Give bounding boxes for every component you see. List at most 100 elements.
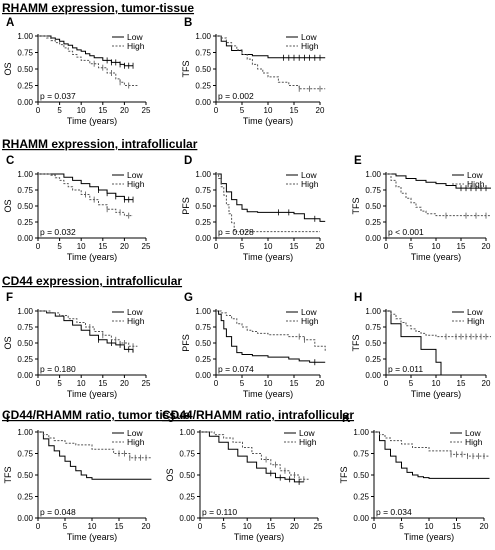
- series-line-f-low: [38, 310, 134, 353]
- legend-label-a-low: Low: [127, 32, 143, 42]
- panel-label-a: A: [6, 17, 14, 29]
- series-line-j-high: [200, 431, 309, 480]
- series-line-d-low: [216, 173, 326, 222]
- legend-label-b-high: High: [301, 41, 319, 51]
- section-header-ratio-tumor: CD44/RHAMM ratio, tumor tissue: [2, 408, 190, 422]
- x-axis-title-i: Time (years): [67, 532, 117, 542]
- y-tick-label-k: 0.75: [353, 450, 369, 459]
- x-tick-label-e: 15: [457, 242, 466, 251]
- x-tick-label-c: 10: [77, 242, 86, 251]
- legend-label-d-low: Low: [301, 170, 317, 180]
- x-tick-label-a: 25: [142, 106, 151, 115]
- x-axis-title-k: Time (years): [404, 532, 454, 542]
- y-tick-label-d: 0.50: [195, 202, 211, 211]
- y-tick-label-j: 0.75: [179, 450, 195, 459]
- x-tick-label-c: 25: [142, 242, 151, 251]
- y-tick-label-a: 0.75: [17, 49, 33, 58]
- x-tick-label-i: 0: [36, 522, 41, 531]
- y-tick-label-b: 1.00: [195, 32, 211, 41]
- panel-label-b: B: [184, 17, 192, 29]
- x-tick-label-i: 15: [115, 522, 124, 531]
- x-tick-label-a: 15: [98, 106, 107, 115]
- x-tick-label-e: 20: [482, 242, 491, 251]
- x-tick-label-h: 0: [384, 379, 389, 388]
- legend-label-k-high: High: [465, 437, 483, 447]
- y-tick-label-g: 0.75: [195, 323, 211, 332]
- y-tick-label-j: 0.00: [179, 514, 195, 523]
- series-line-g-low: [216, 310, 326, 363]
- y-tick-label-c: 0.25: [17, 218, 33, 227]
- p-value-a: p = 0.037: [40, 91, 76, 101]
- x-tick-label-j: 15: [266, 522, 275, 531]
- y-tick-label-k: 0.50: [353, 471, 369, 480]
- chart-panels: A 0.00 0.25 0.50 0.75 1.00 0 5 10 15 20 25 Time (yea…: [3, 17, 491, 542]
- x-tick-label-b: 20: [316, 106, 325, 115]
- y-tick-label-i: 0.25: [17, 493, 33, 502]
- x-tick-label-b: 15: [290, 106, 299, 115]
- y-tick-label-b: 0.75: [195, 49, 211, 58]
- x-tick-label-d: 10: [264, 242, 273, 251]
- x-tick-label-c: 15: [98, 242, 107, 251]
- y-tick-label-f: 0.50: [17, 339, 33, 348]
- x-tick-label-j: 25: [314, 522, 323, 531]
- x-tick-label-h: 10: [432, 379, 441, 388]
- x-tick-label-f: 15: [98, 379, 107, 388]
- series-line-b-low: [216, 35, 326, 59]
- chart-e: E 0.00 0.25 0.50 0.75 1.00 0 5 10 15 20 Time (years…: [351, 155, 491, 262]
- legend-label-e-high: High: [467, 179, 485, 189]
- p-value-h: p = 0.011: [388, 364, 423, 374]
- x-tick-label-k: 20: [480, 522, 489, 531]
- x-tick-label-a: 20: [120, 106, 129, 115]
- x-tick-label-f: 5: [57, 379, 62, 388]
- y-tick-label-k: 0.25: [353, 493, 369, 502]
- legend-label-j-low: Low: [299, 428, 315, 438]
- legend-label-d-high: High: [301, 179, 319, 189]
- y-tick-label-g: 0.25: [195, 355, 211, 364]
- x-tick-label-j: 10: [243, 522, 252, 531]
- panel-label-j: J: [168, 413, 174, 425]
- chart-g: G 0.00 0.25 0.50 0.75 1.00 0 5 10 15 20 Time (years…: [181, 292, 326, 399]
- y-tick-label-b: 0.00: [195, 98, 211, 107]
- section-header-rhamm-tumor: RHAMM expression, tumor-tissue: [2, 1, 194, 15]
- legend-label-g-low: Low: [301, 307, 317, 317]
- x-tick-label-h: 15: [457, 379, 466, 388]
- x-tick-label-e: 0: [384, 242, 389, 251]
- y-tick-label-c: 0.00: [17, 234, 33, 243]
- y-tick-label-f: 0.75: [17, 323, 33, 332]
- legend-label-g-high: High: [301, 316, 319, 326]
- y-tick-label-h: 0.25: [365, 355, 381, 364]
- section-header-rhamm-intrafollicular: RHAMM expression, intrafollicular: [2, 137, 198, 151]
- y-tick-label-g: 0.00: [195, 371, 211, 380]
- x-axis-title-c: Time (years): [67, 252, 117, 262]
- legend-label-j-high: High: [299, 437, 317, 447]
- x-tick-label-j: 0: [198, 522, 203, 531]
- y-tick-label-h: 0.00: [365, 371, 381, 380]
- panel-label-h: H: [354, 292, 362, 304]
- y-tick-label-j: 0.25: [179, 493, 195, 502]
- y-axis-title-f: OS: [3, 336, 13, 349]
- y-tick-label-g: 0.50: [195, 339, 211, 348]
- chart-b: B 0.00 0.25 0.50 0.75 1.00 0 5 10 15 20 Time (years…: [181, 17, 326, 126]
- x-tick-label-k: 10: [425, 522, 434, 531]
- section-header-cd44-intrafollicular: CD44 expression, intrafollicular: [2, 274, 182, 288]
- y-tick-label-b: 0.25: [195, 82, 211, 91]
- legend-label-i-high: High: [127, 437, 145, 447]
- x-tick-label-i: 5: [63, 522, 68, 531]
- y-axis-title-a: OS: [3, 62, 13, 75]
- legend-label-c-high: High: [127, 179, 145, 189]
- series-line-c-high: [38, 173, 133, 217]
- panel-label-d: D: [184, 155, 192, 167]
- legend-label-f-high: High: [127, 316, 145, 326]
- y-axis-title-b: TFS: [181, 61, 191, 78]
- panel-label-f: F: [6, 292, 13, 304]
- y-tick-label-e: 0.00: [365, 234, 381, 243]
- p-value-k: p = 0.034: [376, 507, 412, 517]
- y-tick-label-f: 0.25: [17, 355, 33, 364]
- legend-label-c-low: Low: [127, 170, 143, 180]
- y-tick-label-a: 0.00: [17, 98, 33, 107]
- x-axis-title-e: Time (years): [411, 252, 461, 262]
- y-tick-label-i: 0.00: [17, 514, 33, 523]
- x-tick-label-d: 0: [214, 242, 219, 251]
- x-axis-title-a: Time (years): [67, 116, 117, 126]
